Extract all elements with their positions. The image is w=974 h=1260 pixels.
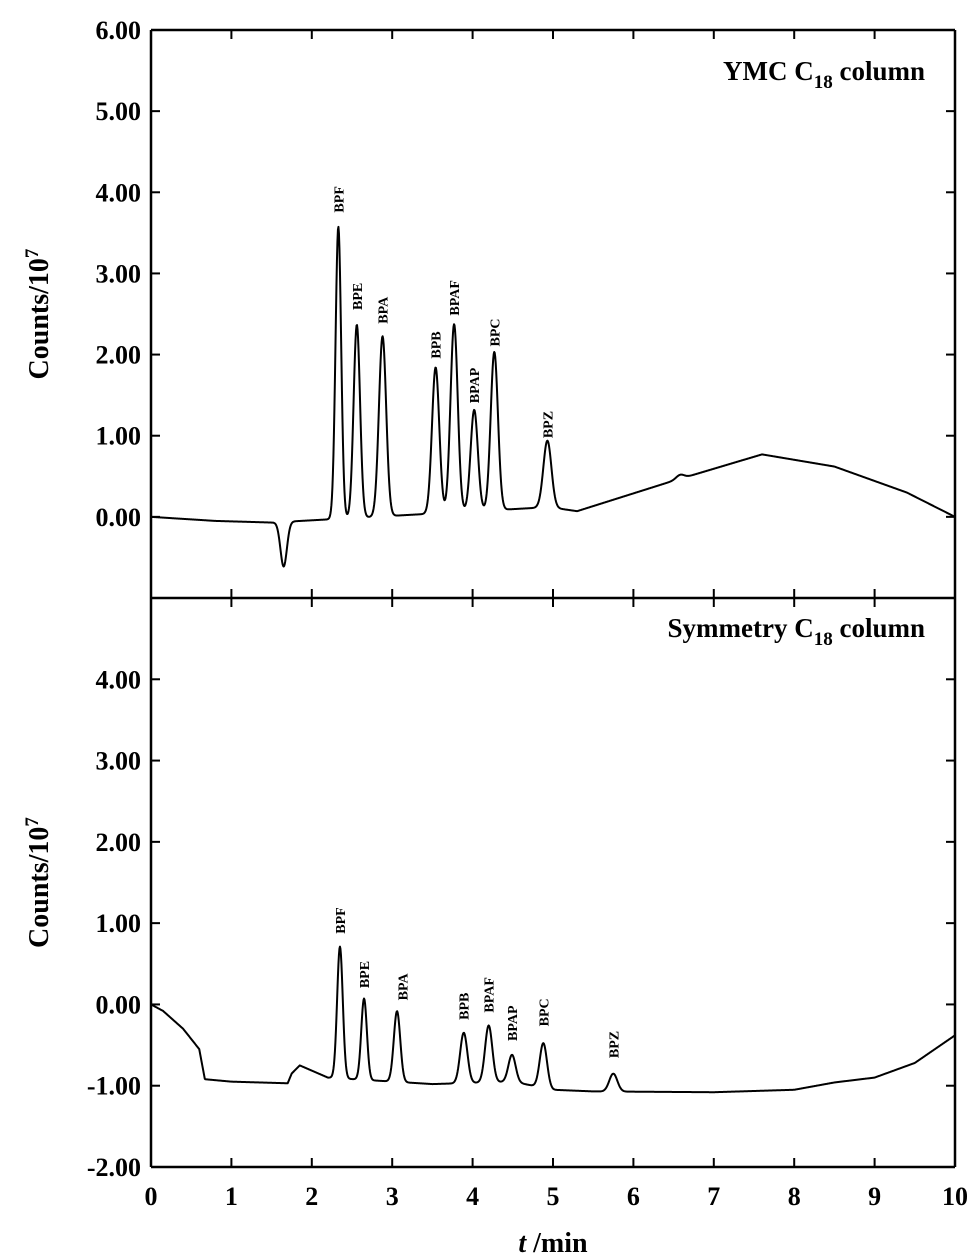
symmetry-ytick-label: 1.00: [96, 909, 142, 938]
xtick-label: 3: [386, 1182, 399, 1211]
peak-label-bpap: BPAP: [506, 1005, 521, 1041]
xtick-label: 7: [707, 1182, 720, 1211]
ymc-ytick-label: 6.00: [96, 16, 142, 45]
peak-label-bpf: BPF: [334, 907, 349, 933]
peak-label-bpf: BPF: [332, 186, 347, 212]
peak-label-bpe: BPE: [351, 283, 366, 310]
peak-label-bpb: BPB: [458, 993, 473, 1020]
ymc-ytick-label: 5.00: [96, 97, 142, 126]
peak-label-bpa: BPA: [377, 296, 392, 324]
symmetry-panel: -2.00 -1.00 0.00 1.00 2.00 3.00 4.00 BPF BPE BPA B…: [22, 597, 968, 1259]
ymc-panel: 0.00 1.00 2.00 3.00 4.00 5.00 6.00 BPF BPE BPA BPB…: [22, 16, 956, 599]
symmetry-ylabel: Counts/107: [22, 817, 55, 948]
peak-label-bpaf: BPAF: [448, 280, 463, 316]
ymc-ylabel: Counts/107: [22, 248, 55, 379]
ymc-ytick-label: 0.00: [96, 503, 142, 532]
xtick-label: 10: [942, 1182, 968, 1211]
peak-label-bpe: BPE: [358, 961, 373, 988]
xtick-label: 0: [145, 1182, 158, 1211]
symmetry-ytick-label: 4.00: [96, 665, 142, 694]
peak-label-bpz: BPZ: [541, 411, 556, 438]
peak-label-bpa: BPA: [397, 973, 412, 1001]
ymc-panel-title: YMC C18 column: [723, 56, 925, 93]
ymc-ytick-label: 2.00: [96, 341, 142, 370]
xtick-label: 8: [788, 1182, 801, 1211]
symmetry-ytick-label: -1.00: [87, 1072, 141, 1101]
symmetry-ytick-label: 0.00: [96, 990, 142, 1019]
symmetry-ytick-label: -2.00: [87, 1153, 141, 1182]
xtick-label: 1: [225, 1182, 238, 1211]
ymc-ytick-label: 3.00: [96, 259, 142, 288]
peak-label-bpc: BPC: [537, 998, 552, 1026]
xtick-label: 2: [305, 1182, 318, 1211]
symmetry-panel-title: Symmetry C18 column: [668, 613, 925, 650]
xtick-label: 4: [466, 1182, 479, 1211]
peak-label-bpz: BPZ: [607, 1031, 622, 1058]
peak-label-bpc: BPC: [488, 318, 503, 346]
x-axis-title: t /min: [518, 1228, 588, 1259]
xtick-label: 9: [868, 1182, 881, 1211]
xtick-label: 6: [627, 1182, 640, 1211]
ymc-trace: [150, 225, 956, 568]
symmetry-trace: [150, 945, 956, 1094]
xtick-label: 5: [547, 1182, 560, 1211]
ymc-ytick-label: 1.00: [96, 422, 142, 451]
peak-label-bpaf: BPAF: [483, 977, 498, 1013]
peak-label-bpb: BPB: [430, 331, 445, 358]
peak-label-bpap: BPAP: [468, 367, 483, 403]
symmetry-ytick-label: 2.00: [96, 828, 142, 857]
symmetry-ytick-label: 3.00: [96, 747, 142, 776]
ymc-ytick-label: 4.00: [96, 178, 142, 207]
